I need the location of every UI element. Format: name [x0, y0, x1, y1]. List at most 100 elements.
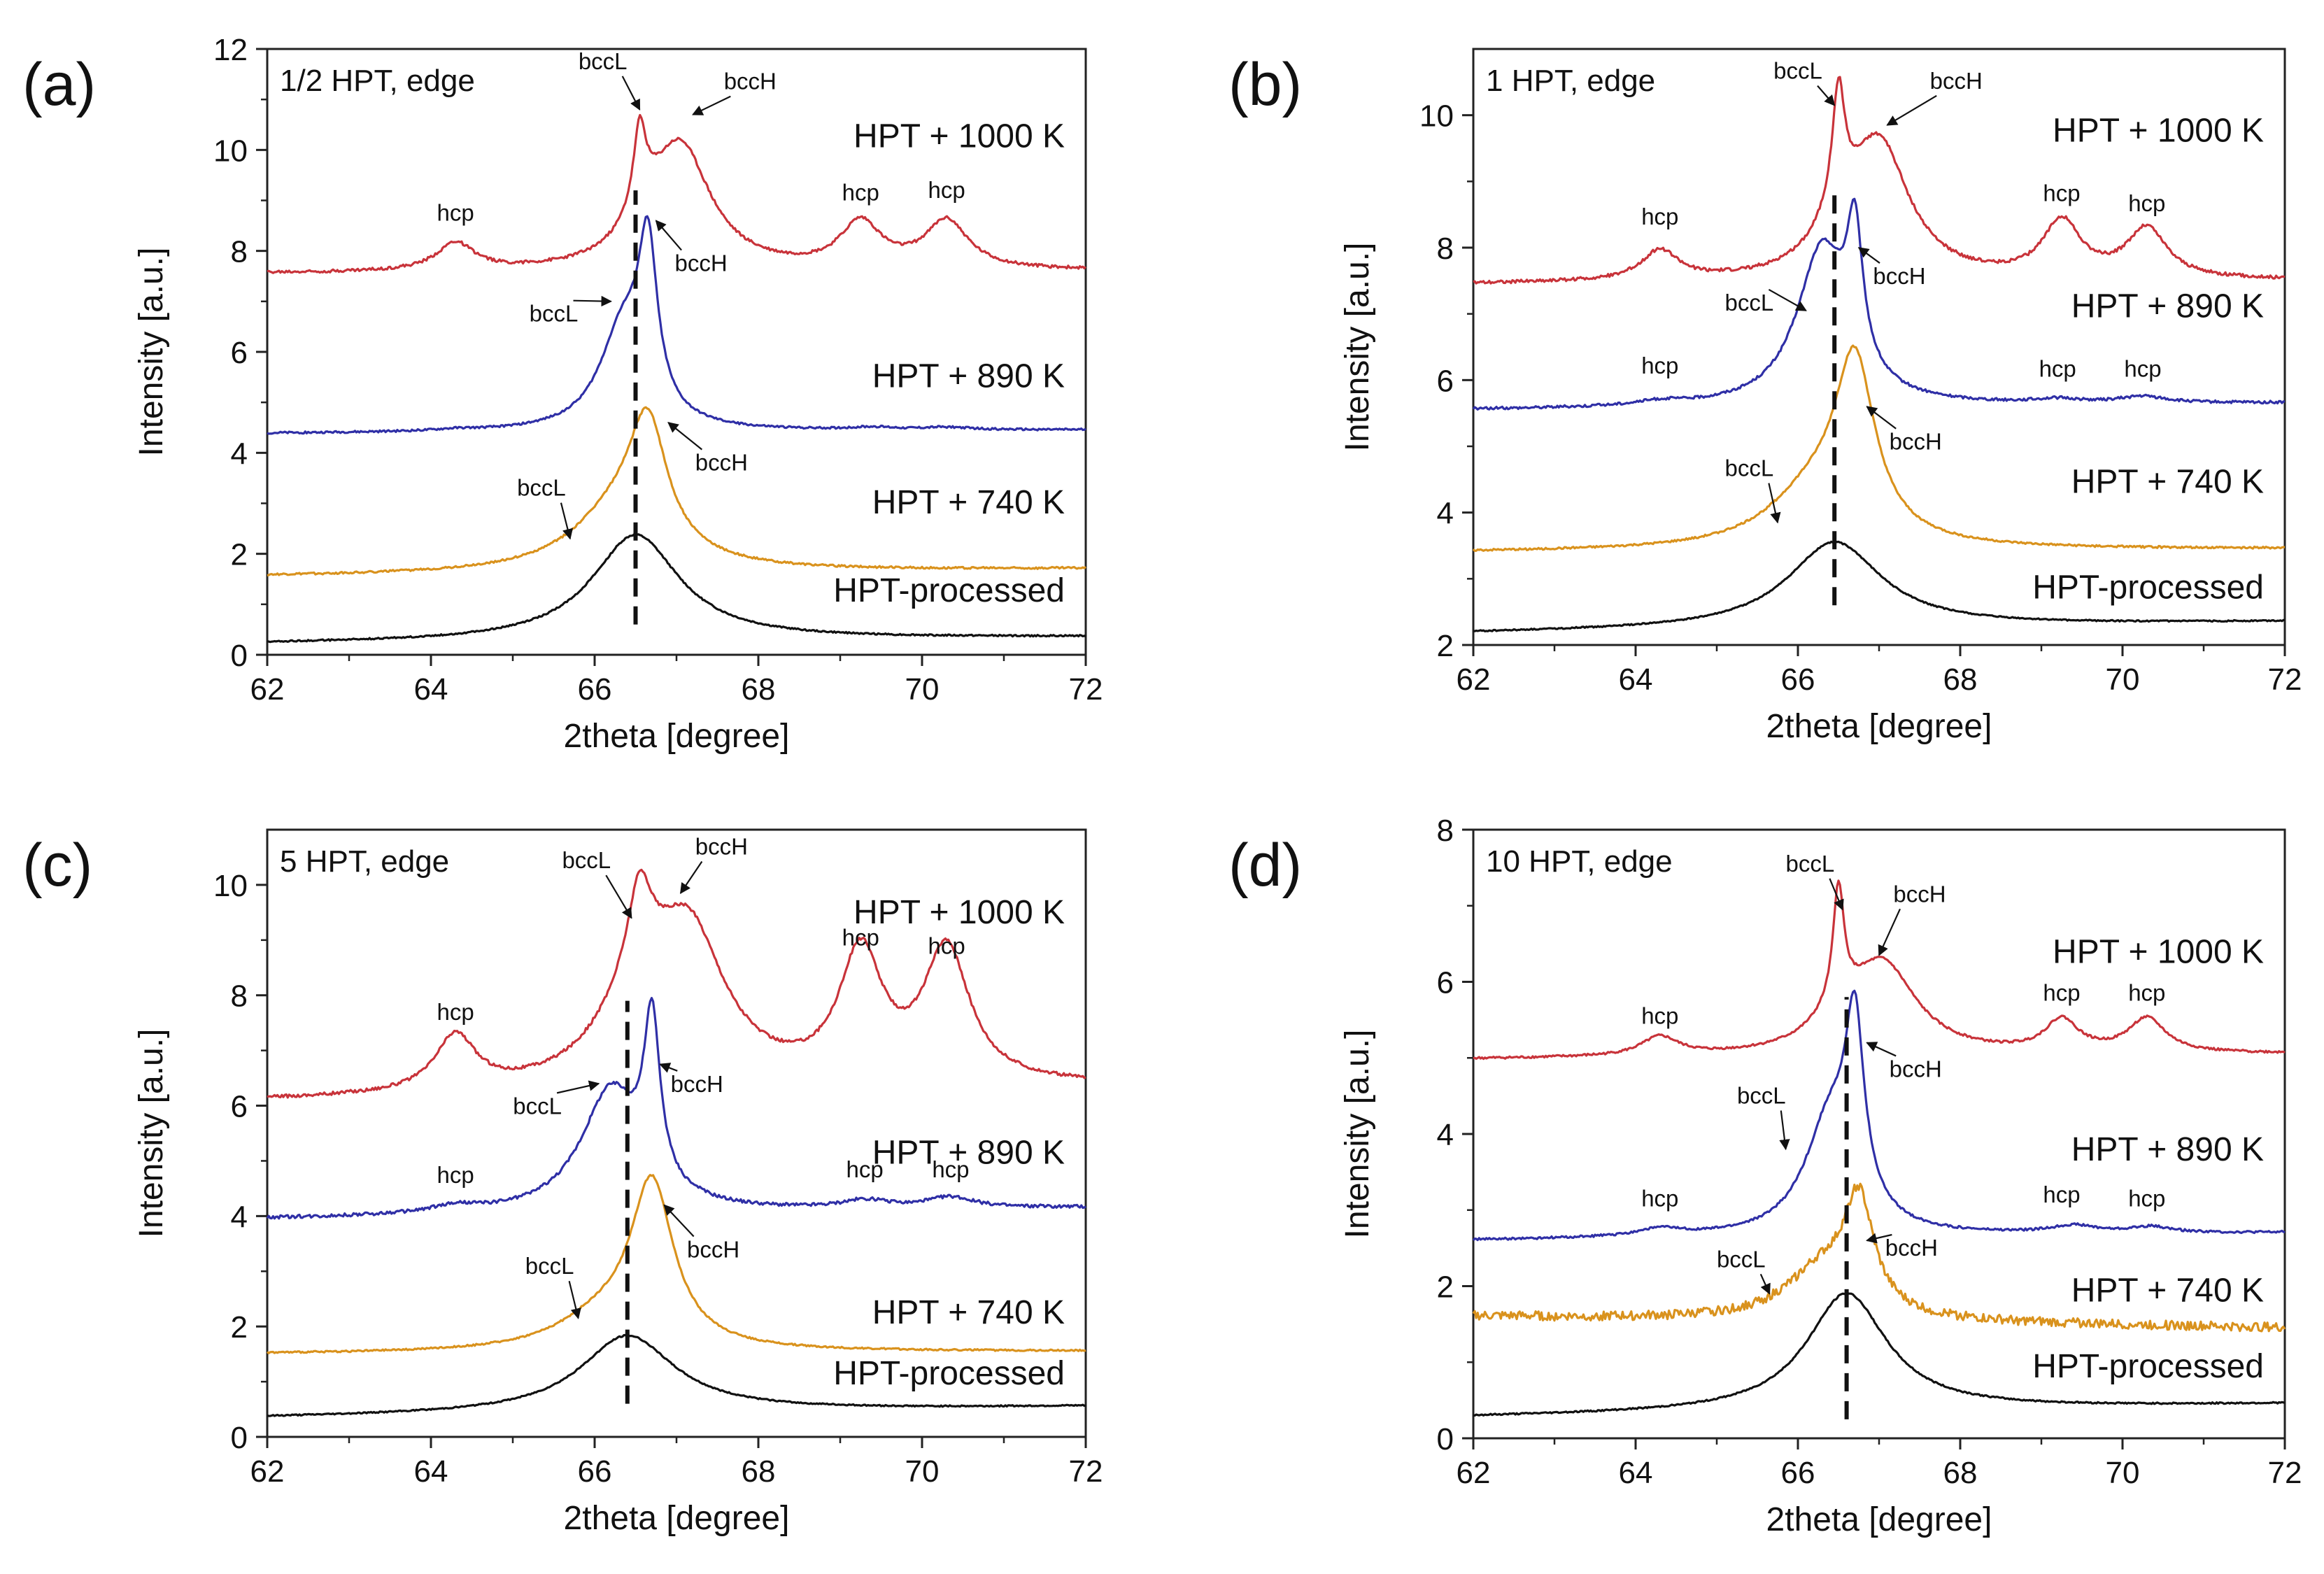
x-tick-label: 72 [2268, 1456, 2302, 1490]
peak-label: hcp [2128, 1185, 2165, 1211]
peak-label: bccH [695, 450, 748, 476]
x-tick-label: 62 [250, 1454, 285, 1489]
y-tick-label: 10 [213, 134, 248, 168]
peak-arrow [692, 95, 731, 115]
x-tick-label: 68 [1943, 1456, 1978, 1490]
y-tick-label: 8 [1437, 232, 1454, 266]
x-tick-label: 70 [905, 1454, 940, 1489]
x-axis-label: 2theta [degree] [564, 718, 790, 755]
panel-letter: (a) [22, 51, 96, 118]
series-label: HPT + 890 K [2071, 288, 2264, 325]
series-line [1472, 197, 2286, 411]
y-axis-label: Intensity [a.u.] [133, 1029, 170, 1238]
peak-label: hcp [2128, 190, 2165, 216]
y-tick-label: 8 [231, 979, 248, 1014]
series-label: HPT + 890 K [872, 1134, 1065, 1171]
peak-label: bccL [1725, 455, 1774, 481]
peak-label: bccL [1725, 290, 1774, 315]
peak-label: hcp [2043, 980, 2080, 1006]
peak-arrow [1878, 908, 1901, 956]
x-tick-label: 72 [1069, 1454, 1103, 1489]
peak-label: bccL [1717, 1246, 1766, 1272]
peak-label: bccL [530, 301, 579, 327]
series-line [1472, 989, 2286, 1242]
series-line [1472, 1182, 2286, 1333]
peak-label: bccH [671, 1071, 723, 1097]
y-tick-label: 8 [1437, 814, 1454, 848]
x-axis-label: 2theta [degree] [1766, 708, 1992, 745]
panel-title: 10 HPT, edge [1486, 844, 1673, 879]
peak-arrow [621, 76, 641, 111]
peak-label: bccL [517, 475, 566, 501]
series-line [266, 1174, 1086, 1354]
peak-label: hcp [1641, 1002, 1678, 1028]
peak-arrow [663, 1204, 695, 1238]
peak-label: hcp [846, 1156, 883, 1182]
peak-label: bccH [724, 69, 777, 94]
peak-label: hcp [928, 933, 965, 959]
y-tick-label: 2 [1437, 629, 1454, 663]
peak-label: hcp [842, 925, 879, 951]
series-label: HPT-processed [2032, 1348, 2264, 1385]
peak-label: hcp [2039, 356, 2076, 382]
series-line [266, 997, 1086, 1220]
series-label: HPT + 740 K [872, 484, 1065, 521]
y-tick-label: 4 [231, 1200, 248, 1234]
peak-arrow [1759, 1273, 1771, 1295]
peak-label: bccL [513, 1093, 562, 1119]
y-tick-label: 6 [1437, 966, 1454, 1000]
x-tick-label: 64 [414, 672, 448, 707]
y-tick-label: 6 [231, 336, 248, 370]
peak-label: hcp [437, 199, 474, 225]
peak-label: hcp [437, 1162, 474, 1188]
series-label: HPT + 1000 K [2053, 113, 2264, 150]
y-tick-label: 0 [231, 1421, 248, 1455]
peak-label: bccL [1786, 851, 1835, 877]
y-tick-label: 6 [1437, 364, 1454, 398]
panel-title: 1 HPT, edge [1486, 64, 1655, 98]
x-tick-label: 62 [250, 672, 285, 707]
series-line [267, 868, 1086, 1099]
peak-label: hcp [2043, 1182, 2080, 1207]
peak-arrow [1857, 247, 1880, 264]
series-line [267, 1333, 1086, 1417]
series-line [1473, 540, 2285, 632]
y-axis-label: Intensity [a.u.] [1339, 1030, 1376, 1239]
y-tick-label: 4 [1437, 497, 1454, 531]
panel-letter: (b) [1228, 51, 1302, 118]
series-line [1472, 344, 2286, 552]
y-tick-label: 0 [1437, 1422, 1454, 1456]
peak-arrow [1768, 483, 1781, 524]
x-tick-label: 72 [1069, 672, 1103, 707]
y-tick-label: 12 [213, 33, 248, 67]
series-line [1473, 879, 2286, 1061]
peak-arrow [679, 860, 703, 895]
peak-label: hcp [2128, 980, 2165, 1006]
peak-label: bccH [1890, 1056, 1942, 1082]
peak-label: bccL [579, 48, 628, 74]
peak-label: bccH [1893, 881, 1946, 907]
peak-arrow [605, 874, 632, 919]
x-tick-label: 72 [2268, 662, 2302, 697]
x-tick-label: 66 [1781, 1456, 1815, 1490]
x-tick-label: 66 [578, 672, 612, 707]
y-tick-label: 2 [1437, 1270, 1454, 1305]
peak-arrow [1866, 1042, 1897, 1057]
peak-label: bccH [687, 1237, 739, 1263]
peak-arrow [556, 1080, 600, 1094]
peak-arrow [659, 1063, 678, 1073]
panel-letter: (c) [22, 832, 92, 899]
series-label: HPT + 740 K [872, 1294, 1065, 1331]
series-line [267, 406, 1087, 577]
peak-label: hcp [437, 999, 474, 1025]
peak-label: bccH [1890, 429, 1942, 455]
peak-label: hcp [932, 1156, 969, 1182]
peak-label: hcp [1641, 1185, 1678, 1211]
peak-arrow [1829, 878, 1844, 911]
x-tick-label: 64 [1619, 662, 1653, 697]
peak-arrow [1779, 1110, 1790, 1151]
series-line [267, 215, 1086, 435]
